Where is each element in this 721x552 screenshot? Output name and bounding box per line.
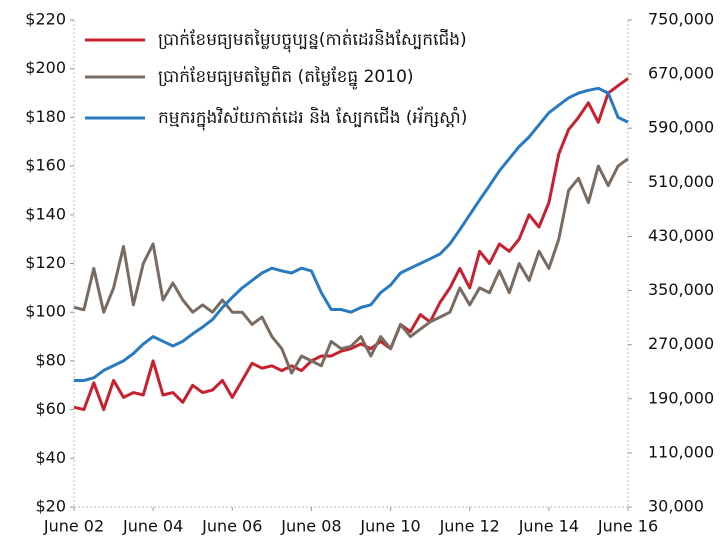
x-tick-label: June 16 [597, 517, 658, 536]
x-tick-label: June 10 [359, 517, 420, 536]
series-line [73, 157, 629, 375]
y-tick-label: $80 [35, 350, 66, 369]
legend-label: កម្មករក្នុងវិស័យកាត់ដេរ និង ស្បែកជើង (អ័… [158, 106, 467, 131]
y2-tick-label: 350,000 [648, 280, 714, 299]
y2-tick-label: 590,000 [648, 118, 714, 137]
y-tick-label: $200 [25, 58, 66, 77]
legend-label: ប្រាក់ខែមធ្យមតម្លៃបច្ចុប្បន្ន(កាត់ដេរនិង… [158, 28, 467, 53]
y-tick-label: $100 [25, 302, 66, 321]
y2-tick-label: 670,000 [648, 64, 714, 83]
y2-tick-label: 30,000 [648, 497, 704, 516]
series-line [74, 86, 629, 382]
y2-tick-label: 190,000 [648, 388, 714, 407]
y2-tick-label: 430,000 [648, 226, 714, 245]
x-tick-label: June 06 [201, 517, 262, 536]
x-tick-label: June 08 [280, 517, 341, 536]
y-tick-label: $180 [25, 107, 66, 126]
x-tick-label: June 04 [122, 517, 183, 536]
y2-tick-label: 110,000 [648, 442, 714, 461]
y2-tick-label: 510,000 [648, 172, 714, 191]
y-tick-label: $40 [35, 448, 66, 467]
x-tick-label: June 14 [518, 517, 579, 536]
x-tick-label: June 02 [43, 517, 104, 536]
series-line [73, 77, 629, 412]
y2-tick-label: 750,000 [648, 10, 714, 29]
y-tick-label: $60 [35, 399, 66, 418]
y-tick-label: $140 [25, 204, 66, 223]
x-tick-label: June 12 [439, 517, 500, 536]
y-tick-label: $120 [25, 253, 66, 272]
y2-tick-label: 270,000 [648, 334, 714, 353]
legend-label: ប្រាក់ខែមធ្យមតម្លៃពិត (តម្លៃខែធ្នូ 2010) [158, 65, 414, 90]
y-tick-label: $220 [25, 10, 66, 29]
y-tick-label: $20 [35, 497, 66, 516]
y-tick-label: $160 [25, 156, 66, 175]
